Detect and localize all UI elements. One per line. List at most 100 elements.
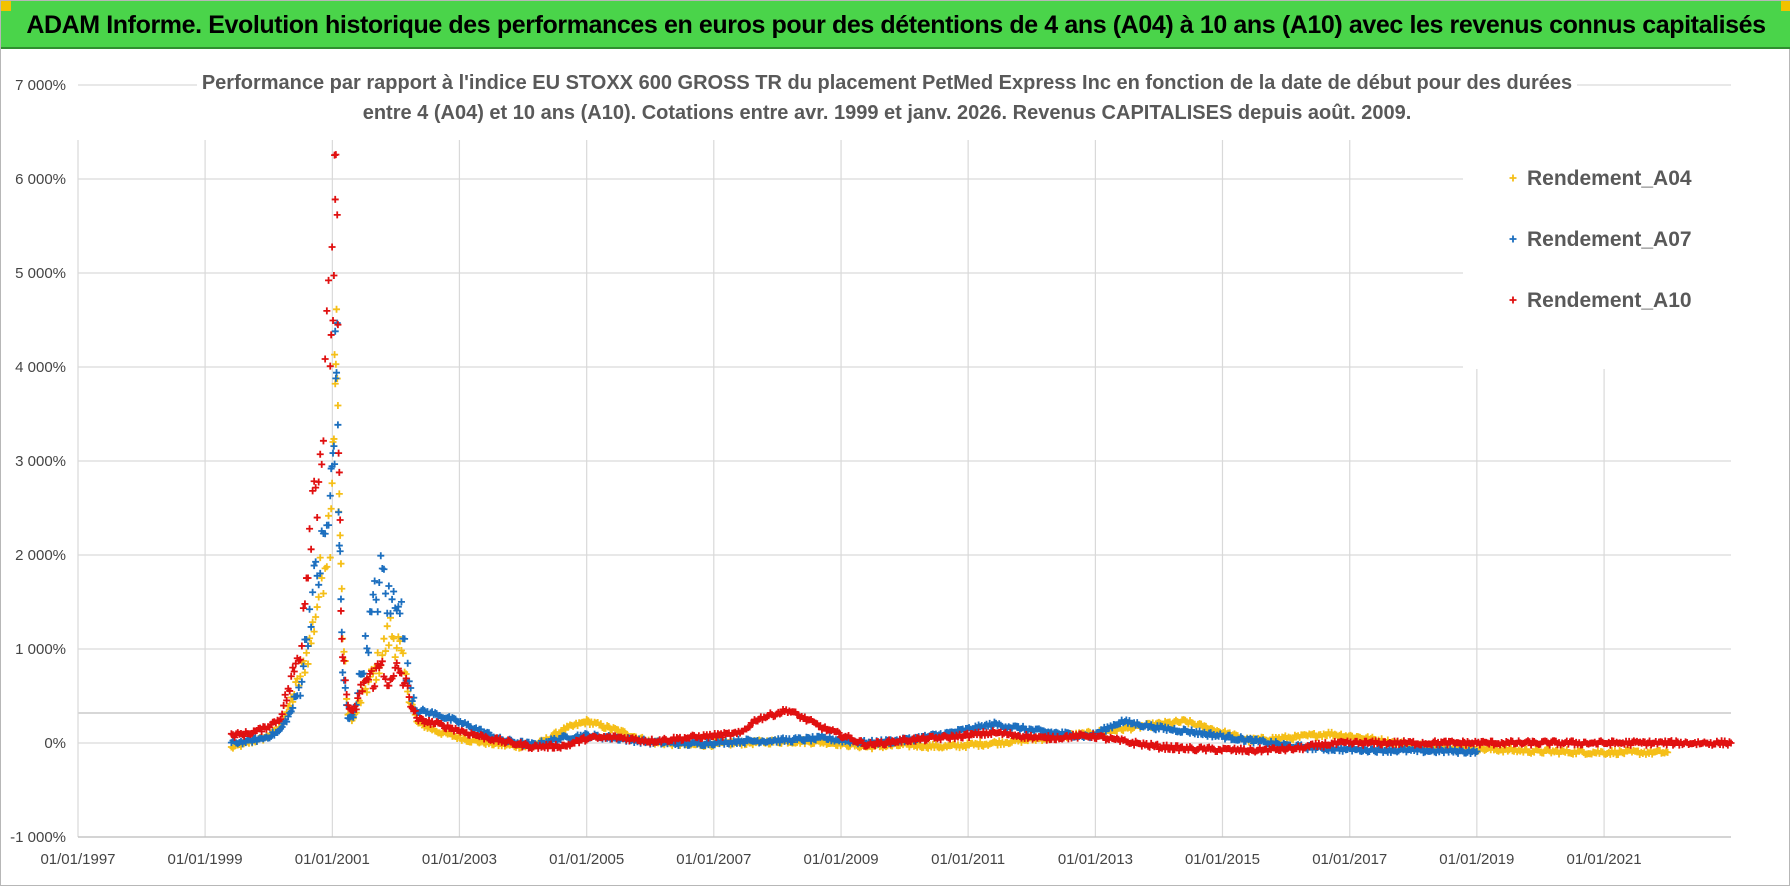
- data-point: [296, 692, 304, 700]
- data-point: [352, 705, 360, 713]
- data-point: [557, 736, 565, 744]
- data-point: [380, 565, 388, 573]
- data-point: [396, 609, 404, 617]
- data-point: [333, 305, 341, 313]
- data-point: [330, 435, 338, 443]
- data-point: [327, 505, 335, 513]
- data-point: [286, 687, 294, 695]
- data-point: [401, 635, 409, 643]
- data-point: [315, 593, 323, 601]
- data-point: [304, 574, 312, 582]
- legend-label-Rendement_A07: Rendement_A07: [1527, 228, 1692, 251]
- data-point: [344, 701, 352, 709]
- data-point: [318, 574, 326, 582]
- data-point: [323, 307, 331, 315]
- data-point: [1153, 740, 1161, 748]
- data-point: [299, 604, 307, 612]
- data-point: [316, 450, 324, 458]
- x-tick-label: 01/01/2007: [676, 851, 751, 868]
- data-point: [1664, 748, 1672, 756]
- data-point: [326, 554, 334, 562]
- data-point: [674, 742, 682, 750]
- data-point: [334, 401, 342, 409]
- banner-title: ADAM Informe. Evolution historique des p…: [26, 11, 1766, 39]
- data-point: [919, 733, 927, 741]
- data-point: [337, 595, 345, 603]
- data-point: [377, 661, 385, 669]
- data-point: [776, 738, 784, 746]
- data-point: [372, 596, 380, 604]
- x-tick-label: 01/01/1997: [40, 851, 115, 868]
- data-point: [306, 525, 314, 533]
- banner-corner-left: [1, 1, 11, 11]
- data-point: [1310, 729, 1318, 737]
- data-point: [304, 642, 312, 650]
- data-point: [301, 600, 309, 608]
- data-point: [313, 603, 321, 611]
- data-point: [231, 733, 239, 741]
- data-point: [374, 649, 382, 657]
- data-point: [278, 723, 286, 731]
- x-tick-label: 01/01/2001: [295, 851, 370, 868]
- data-point: [1170, 746, 1178, 754]
- axis-layer: -1 000% 0% 1 000% 2 000% 3 000% 4 000% 5 000% 6…: [10, 77, 1731, 868]
- data-point: [364, 676, 372, 684]
- data-point: [337, 560, 345, 568]
- data-point: [329, 316, 337, 324]
- data-point: [341, 684, 349, 692]
- data-point: [1373, 748, 1381, 756]
- data-point: [325, 521, 333, 529]
- data-point: [374, 608, 382, 616]
- data-point: [357, 699, 365, 707]
- data-point: [338, 635, 346, 643]
- data-point: [283, 718, 291, 726]
- data-point: [597, 720, 605, 728]
- data-point: [375, 579, 383, 587]
- data-point: [299, 662, 307, 670]
- data-point: [368, 608, 376, 616]
- data-point: [363, 688, 371, 696]
- data-point: [360, 670, 368, 678]
- data-point: [965, 733, 973, 741]
- data-point: [312, 613, 320, 621]
- data-point: [295, 684, 303, 692]
- data-point: [258, 727, 266, 735]
- data-point: [383, 622, 391, 630]
- data-point: [328, 479, 336, 487]
- data-point: [393, 659, 401, 667]
- data-point: [298, 678, 306, 686]
- data-point: [338, 585, 346, 593]
- y-tick-label: 3 000%: [15, 453, 66, 470]
- data-point: [349, 713, 357, 721]
- data-point: [1226, 731, 1234, 739]
- data-point: [394, 603, 402, 611]
- data-point: [331, 327, 339, 335]
- data-point: [411, 707, 419, 715]
- y-tick-label: 7 000%: [15, 77, 66, 94]
- data-point: [391, 653, 399, 661]
- x-tick-label: 01/01/2017: [1312, 851, 1387, 868]
- data-point: [399, 649, 407, 657]
- data-point: [382, 647, 390, 655]
- data-point: [337, 607, 345, 615]
- data-point: [388, 595, 396, 603]
- data-point: [325, 276, 333, 284]
- legend-marker-Rendement_A04: [1509, 174, 1517, 182]
- banner-corner-right: [1781, 1, 1790, 11]
- y-tick-label: 1 000%: [15, 641, 66, 658]
- data-point: [788, 738, 796, 746]
- data-point: [1473, 747, 1481, 755]
- data-point: [307, 545, 315, 553]
- data-point: [335, 468, 343, 476]
- data-point: [338, 628, 346, 636]
- data-point: [330, 271, 338, 279]
- data-point: [309, 618, 317, 626]
- data-point: [390, 672, 398, 680]
- data-point: [340, 657, 348, 665]
- data-point: [378, 657, 386, 665]
- data-point: [1359, 741, 1367, 749]
- chart-title-line-1: Performance par rapport à l'indice EU ST…: [202, 72, 1572, 94]
- x-tick-label: 01/01/2003: [422, 851, 497, 868]
- data-point: [741, 739, 749, 747]
- data-point: [296, 656, 304, 664]
